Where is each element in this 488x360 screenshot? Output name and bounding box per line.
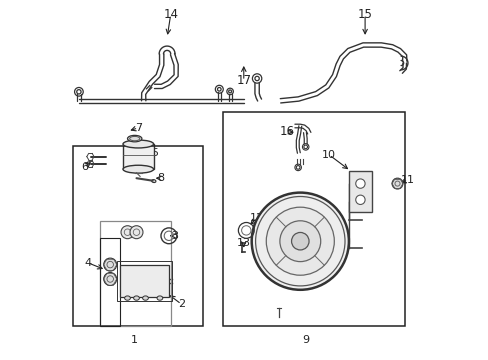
Ellipse shape — [124, 296, 130, 300]
Ellipse shape — [133, 296, 139, 300]
Ellipse shape — [142, 296, 148, 300]
Text: 4: 4 — [84, 258, 91, 268]
Circle shape — [251, 193, 348, 290]
Text: 11: 11 — [401, 175, 414, 185]
Text: 5: 5 — [151, 148, 158, 158]
Text: 13: 13 — [236, 238, 250, 248]
Text: 15: 15 — [357, 8, 372, 21]
Bar — [348, 171, 371, 212]
Text: 6: 6 — [81, 162, 88, 172]
Circle shape — [103, 258, 117, 271]
Text: 10: 10 — [322, 150, 335, 160]
Circle shape — [103, 273, 117, 285]
Circle shape — [121, 226, 134, 239]
Text: 17: 17 — [236, 75, 251, 87]
Bar — [101, 221, 170, 326]
Bar — [117, 261, 172, 301]
Circle shape — [279, 221, 320, 262]
Bar — [73, 146, 203, 326]
Bar — [120, 265, 168, 297]
Text: 8: 8 — [157, 173, 164, 183]
Circle shape — [391, 178, 402, 189]
Bar — [123, 144, 153, 169]
Circle shape — [266, 207, 334, 275]
Ellipse shape — [127, 135, 142, 142]
Circle shape — [255, 197, 345, 286]
Circle shape — [291, 233, 308, 250]
Text: 14: 14 — [163, 8, 178, 21]
Bar — [223, 112, 404, 326]
Text: 2: 2 — [178, 299, 184, 309]
Text: 9: 9 — [302, 335, 308, 345]
Text: 12: 12 — [249, 213, 264, 223]
Circle shape — [355, 195, 365, 204]
Ellipse shape — [123, 140, 153, 148]
Text: 3: 3 — [170, 231, 178, 241]
Text: 16: 16 — [279, 125, 294, 138]
Ellipse shape — [157, 296, 163, 300]
Text: 1: 1 — [131, 335, 138, 345]
Circle shape — [130, 226, 142, 239]
Bar — [101, 238, 120, 326]
Text: 7: 7 — [135, 123, 142, 133]
Circle shape — [355, 179, 365, 188]
Ellipse shape — [151, 180, 156, 183]
Ellipse shape — [123, 165, 153, 173]
